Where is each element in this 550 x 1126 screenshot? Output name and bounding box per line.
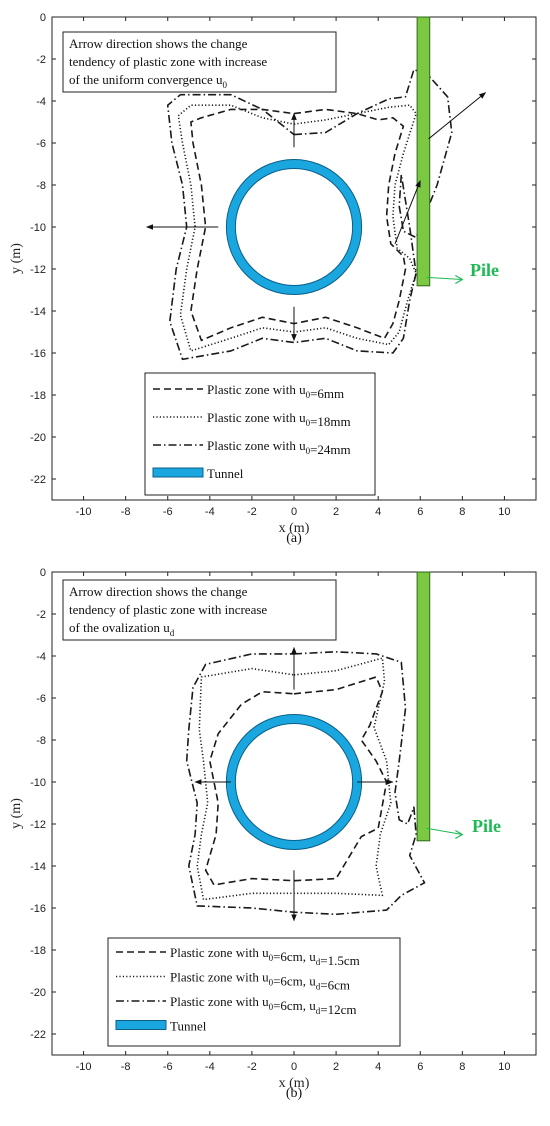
annotation-line: tendency of plastic zone with increase	[69, 602, 267, 617]
x-tick-label: 0	[291, 1061, 297, 1073]
x-tick-label: -6	[163, 1061, 173, 1073]
x-tick-label: 6	[417, 1061, 423, 1073]
legend-label: Plastic zone with u0=24mm	[207, 438, 351, 457]
pile-label: Pile	[472, 816, 501, 836]
pile-bar	[416, 16, 431, 287]
x-tick-label: 4	[375, 506, 381, 518]
x-tick-label: -8	[121, 506, 131, 518]
pile-pointer-head	[455, 274, 464, 285]
legend-label: Plastic zone with u0=6cm, ud=6cm	[170, 970, 350, 993]
y-tick-label: -10	[30, 777, 46, 789]
x-tick-label: -4	[205, 506, 215, 518]
annotation-box	[62, 579, 337, 641]
x-tick-label: -6	[163, 506, 173, 518]
y-tick-label: -20	[30, 432, 46, 444]
legend-swatch-tunnel	[152, 467, 204, 478]
y-axis-label: y (m)	[9, 243, 24, 274]
y-tick-label: -20	[30, 987, 46, 999]
pile-bar	[416, 571, 431, 842]
y-tick-label: -4	[36, 96, 46, 108]
y-tick-label: -6	[36, 138, 46, 150]
y-tick-label: -22	[30, 1029, 46, 1041]
legend-swatch-tunnel	[115, 1020, 167, 1030]
x-tick-label: -2	[247, 1061, 257, 1073]
y-tick-label: -18	[30, 390, 46, 402]
annotation-line: of the uniform convergence u0	[69, 72, 228, 90]
annotation-line: Arrow direction shows the change	[69, 584, 248, 599]
legend-label: Tunnel	[207, 466, 244, 481]
x-tick-label: 4	[375, 1061, 381, 1073]
trend-arrow	[428, 92, 487, 140]
plastic-zone-curve-dashdot	[185, 651, 426, 916]
y-tick-label: -8	[36, 735, 46, 747]
annotation-line: Arrow direction shows the change	[69, 36, 248, 51]
x-tick-label: 10	[498, 1061, 510, 1073]
y-tick-label: -12	[30, 819, 46, 831]
x-tick-label: 8	[459, 1061, 465, 1073]
x-axis-label: x (m)	[279, 521, 310, 536]
x-tick-label: 2	[333, 1061, 339, 1073]
y-tick-label: 0	[40, 567, 46, 579]
x-axis-label: x (m)	[279, 1076, 310, 1091]
y-tick-label: -14	[30, 861, 46, 873]
x-tick-label: 0	[291, 506, 297, 518]
legend-label: Plastic zone with u0=6mm	[207, 382, 344, 401]
annotation-box	[62, 31, 337, 93]
x-tick-label: -8	[121, 1061, 131, 1073]
annotation-line: of the ovalization ud	[69, 620, 175, 638]
plastic-zone-curve-dotted	[196, 657, 392, 901]
pile-label: Pile	[470, 260, 499, 280]
y-tick-label: -2	[36, 54, 46, 66]
legend-label: Plastic zone with u0=6cm, ud=1.5cm	[170, 945, 360, 968]
x-tick-label: 8	[459, 506, 465, 518]
panel-caption: (a)	[286, 531, 302, 546]
y-tick-label: -22	[30, 474, 46, 486]
panel-caption: (b)	[286, 1086, 303, 1101]
y-tick-label: -12	[30, 264, 46, 276]
pile-pointer-arrow	[426, 827, 463, 835]
panel-a: -10 -8 -6 -4 -2 0 2 4 6 8 100-2-4-6-8-10-12-14-16-…	[9, 12, 537, 546]
y-tick-label: -8	[36, 180, 46, 192]
y-axis-label: y (m)	[9, 798, 24, 829]
annotation-line: tendency of plastic zone with increase	[69, 54, 267, 69]
y-tick-label: -16	[30, 348, 46, 360]
plastic-zone-curve-dashed	[190, 108, 407, 342]
x-tick-label: -2	[247, 506, 257, 518]
legend-label: Plastic zone with u0=6cm, ud=12cm	[170, 994, 357, 1017]
x-tick-label: 10	[498, 506, 510, 518]
y-tick-label: 0	[40, 12, 46, 24]
y-tick-label: -6	[36, 693, 46, 705]
legend-label: Plastic zone with u0=18mm	[207, 410, 351, 429]
legend-label: Tunnel	[170, 1019, 207, 1034]
x-tick-label: 2	[333, 506, 339, 518]
panel-b: -10 -8 -6 -4 -2 0 2 4 6 8 100-2-4-6-8-10-12-14-16-…	[9, 567, 537, 1101]
y-tick-label: -18	[30, 945, 46, 957]
y-tick-label: -16	[30, 903, 46, 915]
y-tick-label: -2	[36, 609, 46, 621]
tunnel-ring	[226, 160, 362, 294]
pile-pointer-arrow	[426, 276, 463, 280]
x-tick-label: -10	[76, 506, 92, 518]
x-tick-label: -10	[76, 1061, 92, 1073]
pile-pointer-head	[455, 829, 464, 840]
trend-arrow	[394, 180, 421, 244]
y-tick-label: -10	[30, 222, 46, 234]
y-tick-label: -4	[36, 651, 46, 663]
x-tick-label: -4	[205, 1061, 215, 1073]
x-tick-label: 6	[417, 506, 423, 518]
y-tick-label: -14	[30, 306, 46, 318]
